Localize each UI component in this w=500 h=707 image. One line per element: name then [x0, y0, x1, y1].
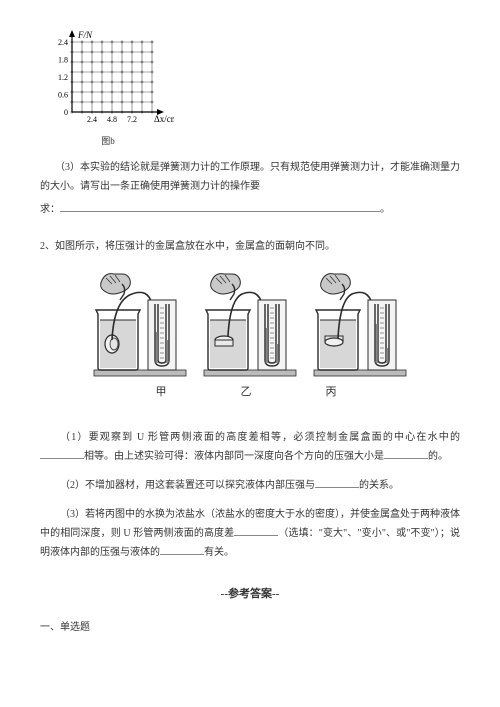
q3-text-b: 求：	[40, 204, 60, 215]
svg-text:2.4: 2.4	[87, 115, 97, 124]
question-3-line2: 求： 。	[40, 200, 460, 219]
beaker-figure-bing	[312, 270, 408, 378]
sub-question-1: （1）要观察到 U 形管两侧液面的高度差相等，必须控制金属盒面的中心在水中的相等…	[40, 428, 460, 466]
beaker-figure-yi	[202, 270, 298, 378]
blank-2a	[315, 478, 359, 488]
graph-svg: 2.4 1.8 1.2 0.6 0 2.4 4.8 7.2 F/N Δx/cm	[44, 28, 174, 126]
graph-b: 2.4 1.8 1.2 0.6 0 2.4 4.8 7.2 F/N Δx/cm 图b	[44, 28, 460, 148]
blank-1a	[40, 449, 84, 459]
blank-answer-line	[60, 201, 380, 212]
figure-row	[40, 270, 460, 378]
sub-question-3: （3）若将丙图中的水换为浓盐水（浓盐水的密度大于水的密度），并使金属盒处于两种液…	[40, 505, 460, 562]
svg-text:1.2: 1.2	[58, 73, 68, 82]
question-3: （3）本实验的结论就是弹簧测力计的工作原理。只有规范使用弹簧测力计，才能准确测量…	[40, 158, 460, 196]
label-yi: 乙	[241, 384, 252, 402]
sub1-c: 的。	[428, 451, 448, 462]
answer-key-heading: --参考答案--	[40, 586, 460, 604]
graph-caption: 图b	[58, 134, 158, 148]
label-jia: 甲	[156, 384, 167, 402]
figure-labels: 甲 乙 丙	[32, 384, 460, 402]
svg-text:2.4: 2.4	[58, 38, 68, 47]
sub-question-2: （2）不增加器材，用这套装置还可以探究液体内部压强与 的关系。	[40, 476, 460, 495]
svg-text:F/N: F/N	[77, 30, 93, 40]
sub2-b: 的关系。	[359, 480, 399, 491]
svg-text:4.8: 4.8	[107, 115, 117, 124]
blank-3b	[160, 545, 204, 555]
q3-text-a: （3）本实验的结论就是弹簧测力计的工作原理。只有规范使用弹簧测力计，才能准确测量…	[40, 162, 460, 192]
sub1-a: （1）要观察到 U 形管两侧液面的高度差相等，必须控制金属盒面的中心在水中的	[60, 432, 460, 443]
label-bing: 丙	[326, 384, 337, 402]
question-2-intro: 2、如图所示，将压强计的金属盒放在水中，金属盒的面朝向不同。	[40, 237, 460, 256]
sub1-b: 相等。由上述实验可得：液体内部同一深度向各个方向的压强大小是	[84, 451, 384, 462]
sub3-c: 有关。	[204, 547, 234, 558]
svg-text:0.6: 0.6	[58, 91, 68, 100]
svg-text:Δx/cm: Δx/cm	[154, 114, 174, 124]
svg-text:1.8: 1.8	[58, 56, 68, 65]
blank-3a	[234, 526, 278, 536]
svg-text:7.2: 7.2	[127, 115, 137, 124]
svg-text:0: 0	[64, 108, 68, 117]
section-heading: 一、单选题	[40, 620, 460, 636]
beaker-figure-jia	[92, 270, 188, 378]
q3-tail: 。	[380, 204, 390, 215]
blank-1b	[384, 449, 428, 459]
sub2-a: （2）不增加器材，用这套装置还可以探究液体内部压强与	[60, 480, 315, 491]
